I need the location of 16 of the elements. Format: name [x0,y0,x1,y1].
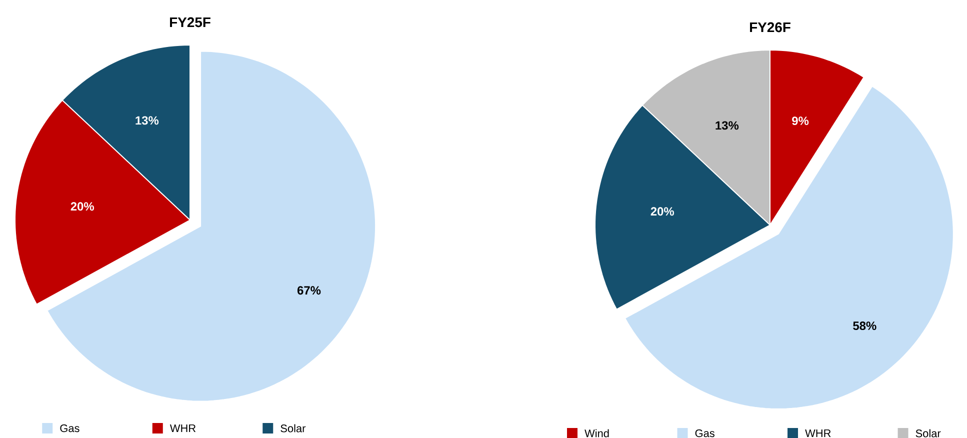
legend-label: Gas [695,429,714,438]
legend-label: WHR [805,429,831,438]
legend-label: Wind [584,429,609,438]
data-label: 13% [136,116,159,125]
data-label: 9% [792,116,809,126]
chart-title: FY26F [750,22,790,32]
chart-title: FY25F [170,17,210,28]
data-label: 58% [853,322,876,330]
data-label: 67% [297,286,321,295]
legend-label: Gas [60,424,80,432]
data-label: 20% [650,207,674,216]
legend-label: Solar [916,429,941,438]
legend-label: WHR [170,424,196,432]
legend-label: Solar [280,424,306,432]
data-label: 20% [70,202,94,211]
data-label: 13% [716,121,739,130]
